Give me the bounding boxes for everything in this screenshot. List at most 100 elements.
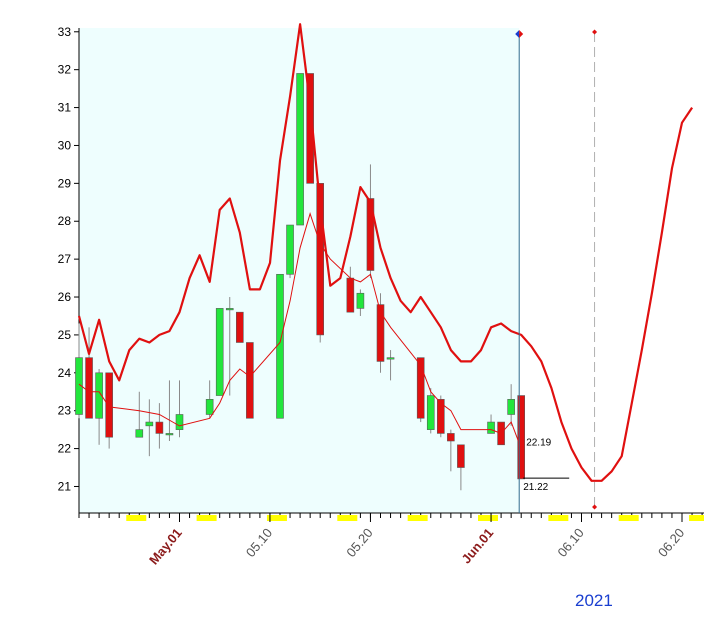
y-tick-label: 23 <box>58 404 72 418</box>
candle-body <box>306 73 314 184</box>
candle-body <box>165 433 174 436</box>
y-axis: 21 22 23 24 25 26 27 28 29 30 31 32 33 <box>58 25 80 513</box>
x-axis: May.01 05.10 05.20 Jun.01 06.10 06.20 <box>78 512 704 567</box>
y-tick-label: 28 <box>58 214 72 228</box>
x-tick-label: 06.10 <box>554 525 586 560</box>
candle-body <box>436 399 445 434</box>
candle-body <box>386 357 395 360</box>
x-tick-label: 05.10 <box>243 525 275 560</box>
candle <box>246 342 254 419</box>
candle <box>376 293 385 373</box>
candle-body <box>95 372 103 419</box>
candle-body <box>276 273 284 419</box>
candle <box>517 395 526 480</box>
y-tick-label: 25 <box>58 328 72 342</box>
candle-body <box>246 342 254 419</box>
candle <box>155 403 164 449</box>
x-tick-label: May.01 <box>146 525 185 567</box>
candle-body <box>356 292 365 309</box>
candle-body <box>487 421 495 434</box>
candle-body <box>135 429 144 438</box>
candle-body <box>205 399 214 415</box>
year-label: 2021 <box>575 591 613 610</box>
candle-body <box>175 414 184 430</box>
candle <box>105 372 113 449</box>
candlestick-series <box>75 73 526 491</box>
weekend-highlight <box>548 515 569 521</box>
y-tick-label: 30 <box>58 138 72 152</box>
x-tick-label: 05.20 <box>343 525 375 560</box>
candle <box>85 327 93 419</box>
x-tick-label: Jun.01 <box>458 525 496 566</box>
y-tick-label: 26 <box>58 290 72 304</box>
annotation-low: 21.22 <box>523 482 548 493</box>
y-tick-label: 31 <box>58 101 72 115</box>
candle-body <box>225 308 234 311</box>
candle <box>286 224 294 279</box>
indicator-lines <box>77 23 694 482</box>
weekend-highlight <box>126 515 147 521</box>
candle <box>426 387 435 434</box>
candle-body <box>286 224 294 275</box>
weekend-highlight <box>407 515 428 521</box>
marker-diamond-right <box>519 30 524 38</box>
weekend-highlight <box>337 515 358 521</box>
candle-body <box>376 304 385 362</box>
y-tick-label: 22 <box>58 442 72 456</box>
candle <box>175 380 184 438</box>
candle-body <box>145 421 154 427</box>
x-tick-label: 06.20 <box>655 525 687 560</box>
annotation-high: 22.19 <box>526 437 551 448</box>
weekend-highlight <box>689 515 704 521</box>
candle <box>306 73 314 184</box>
candle <box>487 414 495 434</box>
candle-body <box>155 421 164 434</box>
candle-body <box>316 183 325 336</box>
candle-body <box>346 277 355 313</box>
candle <box>356 289 365 316</box>
candle <box>236 311 244 343</box>
candle-body <box>215 308 224 396</box>
candle-body <box>85 357 93 419</box>
candle <box>366 164 375 279</box>
y-tick-label: 21 <box>58 479 72 493</box>
candle <box>447 429 455 472</box>
candle <box>436 395 445 438</box>
candle <box>95 369 103 445</box>
y-tick-label: 27 <box>58 252 72 266</box>
candle <box>165 380 174 442</box>
weekend-highlight <box>618 515 639 521</box>
y-tick-label: 33 <box>58 25 72 39</box>
projection-marker-top <box>592 29 598 35</box>
candle-body <box>236 311 244 343</box>
candle <box>75 323 83 419</box>
candle-body <box>447 433 455 442</box>
forecast-line <box>77 23 694 482</box>
candle <box>296 73 304 226</box>
candle <box>276 273 284 419</box>
y-tick-label: 29 <box>58 176 72 190</box>
candle-body <box>517 395 526 480</box>
projection-marker-bottom <box>592 504 598 510</box>
candle <box>215 308 224 396</box>
candle-body <box>507 399 515 415</box>
candle-body <box>416 357 425 419</box>
candle <box>145 399 154 457</box>
candle-body <box>105 372 113 438</box>
candle-body <box>457 444 465 468</box>
candle-body <box>366 198 375 271</box>
candle-body <box>296 73 304 226</box>
marker-diamond-left <box>515 30 520 38</box>
annotations: 22.19 21.22 <box>515 29 598 513</box>
y-tick-label: 24 <box>58 366 72 380</box>
candle <box>225 297 234 396</box>
candle <box>205 380 214 419</box>
candle <box>386 350 395 381</box>
candle <box>457 444 465 491</box>
candle <box>416 357 425 423</box>
moving-average-line <box>78 212 522 449</box>
candle <box>135 391 144 438</box>
candle-body <box>75 357 83 415</box>
y-tick-label: 32 <box>58 63 72 77</box>
